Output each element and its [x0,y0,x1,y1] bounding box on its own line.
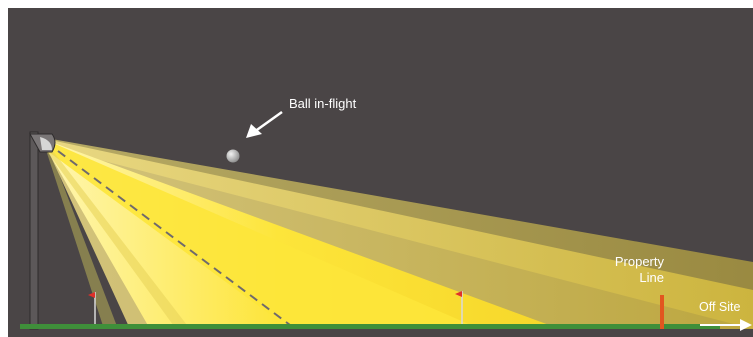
arrow-icon [246,110,283,138]
golf-flag-icon [88,292,96,324]
light-beam-inner [46,140,560,329]
off-site-arrow-icon [700,319,752,331]
stadium-light-icon [29,133,56,153]
property-line-marker [660,295,664,329]
property-line-label-line1: Property [614,254,664,269]
off-site-label: Off Site [699,300,741,314]
property-line-label: Property Line [590,254,664,286]
light-beam-outer-left [46,140,118,329]
light-pole [29,131,39,330]
aim-line [45,141,291,326]
light-beam-left-edge [46,142,190,329]
light-beam-core [46,140,480,329]
ground [20,324,720,329]
golf-ball-icon [226,149,240,163]
property-line-label-line2: Line [639,270,664,285]
golf-flag-icon [455,291,463,324]
ball-in-flight-label: Ball in-flight [289,96,357,111]
